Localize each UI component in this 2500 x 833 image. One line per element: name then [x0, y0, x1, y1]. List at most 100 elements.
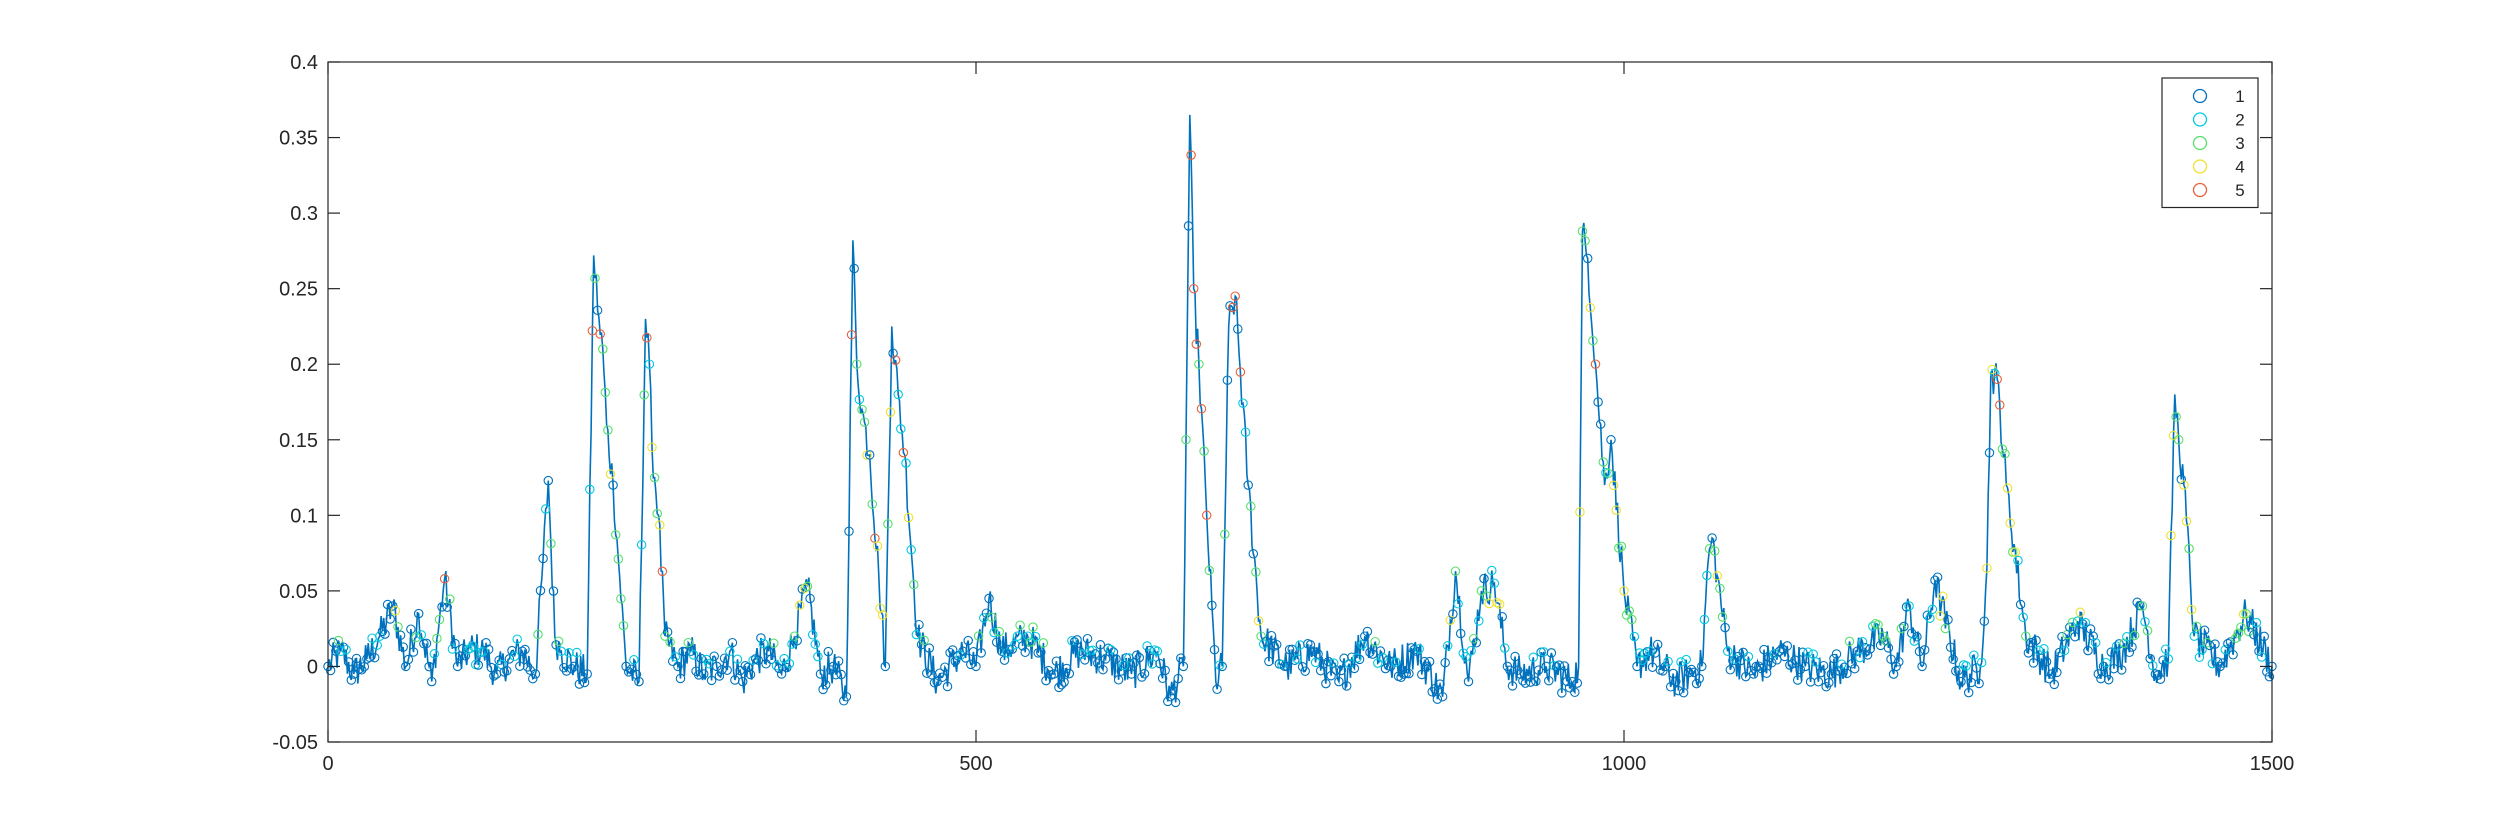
data-point — [509, 651, 520, 662]
data-point — [1487, 565, 1497, 576]
data-point — [1813, 677, 1824, 687]
data-point — [958, 646, 968, 657]
data-point — [1401, 668, 1412, 679]
data-point — [807, 629, 818, 640]
data-point — [1183, 221, 1194, 231]
data-point — [1258, 639, 1269, 649]
data-point — [1277, 659, 1287, 670]
data-point — [2155, 674, 2166, 684]
data-point — [507, 645, 517, 656]
data-point — [2210, 639, 2220, 649]
data-point — [2103, 674, 2114, 685]
data-point — [1098, 664, 1108, 675]
data-point — [1367, 649, 1378, 659]
data-point — [1220, 529, 1230, 540]
data-point — [1015, 620, 1025, 630]
data-point — [1785, 660, 1795, 670]
data-point — [1207, 600, 1217, 611]
data-point — [1251, 567, 1261, 577]
data-point — [1839, 662, 1850, 673]
data-point — [963, 635, 973, 646]
data-point — [719, 653, 730, 663]
data-point — [1471, 638, 1482, 648]
data-point — [1023, 631, 1033, 641]
data-point — [940, 662, 950, 672]
data-point — [1510, 651, 1520, 662]
data-point — [592, 305, 603, 316]
data-point — [416, 630, 427, 640]
data-point — [973, 631, 984, 641]
data-point — [1735, 655, 1746, 666]
data-point — [2088, 631, 2098, 641]
data-point — [2054, 647, 2065, 658]
data-point — [1862, 650, 1873, 660]
data-point — [486, 662, 497, 673]
data-point — [2236, 622, 2246, 632]
data-point — [564, 648, 574, 658]
data-point — [1570, 687, 1580, 698]
data-point — [2093, 669, 2104, 679]
data-point — [1059, 677, 1069, 687]
data-point — [2114, 639, 2124, 649]
data-point — [1956, 676, 1966, 687]
data-point — [377, 626, 388, 637]
data-point — [771, 661, 782, 671]
data-point — [2192, 621, 2202, 632]
data-point — [395, 630, 406, 641]
data-point — [2158, 655, 2168, 665]
data-point — [1627, 614, 1637, 625]
data-point — [1074, 646, 1085, 657]
data-point — [745, 669, 756, 680]
data-point — [1437, 691, 1448, 702]
data-point — [1525, 677, 1536, 687]
data-point — [1873, 620, 1883, 630]
data-point — [616, 594, 626, 604]
data-point — [2176, 474, 2187, 485]
data-point — [1943, 614, 1953, 625]
data-point — [2059, 645, 2070, 656]
data-point — [2002, 483, 2013, 493]
data-point — [1131, 650, 1142, 661]
data-point — [784, 658, 795, 669]
data-point — [683, 637, 694, 648]
data-point — [792, 635, 802, 646]
data-point — [2241, 608, 2251, 619]
data-point — [2127, 642, 2137, 652]
data-point — [1562, 676, 1572, 687]
data-point — [1953, 665, 1964, 676]
data-point — [1380, 663, 1391, 674]
data-point — [333, 635, 344, 646]
ticks-layer: 0 500 1000 1500-0.0500.050.10.150.20.250.30… — [272, 52, 2294, 775]
data-point — [1992, 374, 2002, 385]
y-tick-label: 0.2 — [290, 354, 318, 376]
data-point — [603, 425, 613, 435]
data-point — [2013, 555, 2023, 566]
data-point — [1489, 578, 1500, 589]
data-point — [1419, 656, 1430, 667]
data-point — [1349, 663, 1360, 674]
data-point — [393, 622, 403, 632]
data-point — [1938, 591, 1948, 602]
data-point — [2189, 631, 2199, 641]
data-point — [986, 612, 997, 622]
data-point — [351, 653, 362, 664]
data-point — [1676, 657, 1686, 667]
data-point — [1240, 427, 1251, 437]
data-point — [2254, 646, 2264, 656]
data-point — [1279, 661, 1290, 671]
data-point — [885, 407, 896, 417]
data-point — [610, 530, 621, 540]
data-point — [452, 661, 463, 672]
data-point — [1181, 434, 1191, 445]
data-point — [1308, 646, 1318, 657]
data-point — [1709, 546, 1720, 556]
data-point — [1932, 572, 1943, 582]
data-point — [769, 638, 779, 649]
data-point — [1836, 659, 1847, 669]
data-point — [903, 512, 914, 523]
data-point — [748, 655, 758, 666]
data-point — [833, 656, 844, 666]
data-point — [1619, 586, 1629, 596]
data-point — [1191, 339, 1202, 349]
legend-marker — [2192, 159, 2208, 174]
